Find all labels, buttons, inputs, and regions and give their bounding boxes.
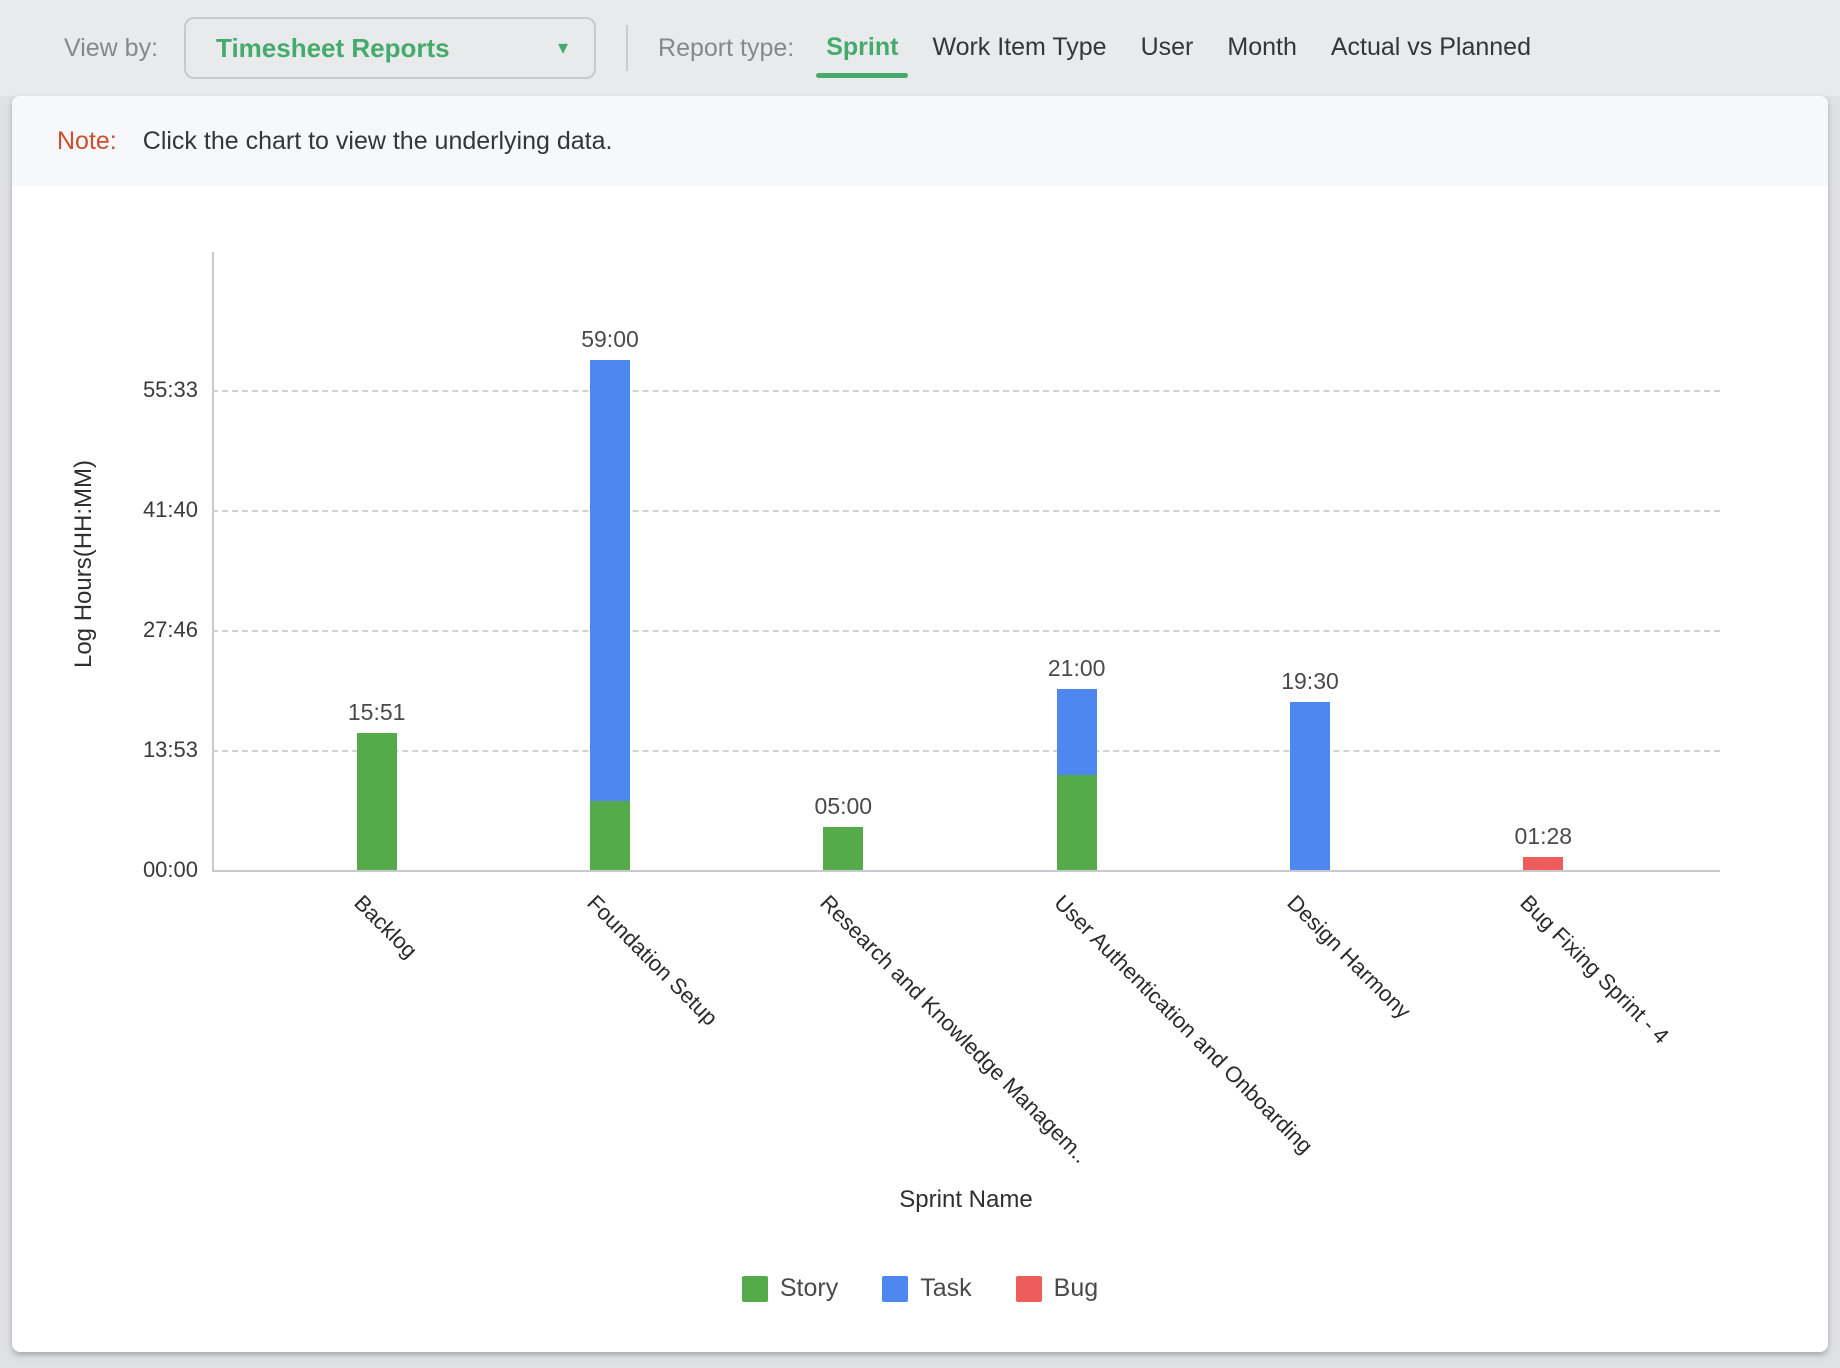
bar-segment-task[interactable] bbox=[1290, 701, 1330, 870]
x-category-label: User Authentication and Onboarding bbox=[1048, 890, 1318, 1159]
y-tick-label: 27:46 bbox=[142, 617, 198, 643]
tab-work-item-type[interactable]: Work Item Type bbox=[932, 32, 1107, 61]
x-category-label: Backlog bbox=[348, 890, 423, 964]
bar-segment-story[interactable] bbox=[590, 800, 630, 870]
view-by-label: View by: bbox=[64, 33, 159, 62]
bar-segment-task[interactable] bbox=[1056, 688, 1097, 775]
legend-item-task[interactable]: Task bbox=[882, 1274, 972, 1303]
gridline bbox=[212, 390, 1720, 392]
x-category-label: Research and Knowledge Managem.. bbox=[815, 890, 1094, 1168]
x-category-label: Foundation Setup bbox=[582, 890, 723, 1031]
legend-label: Bug bbox=[1053, 1274, 1099, 1302]
legend-label: Task bbox=[920, 1274, 972, 1302]
legend-swatch-icon bbox=[1015, 1275, 1042, 1302]
bar-total-label: 15:51 bbox=[347, 699, 406, 726]
bar-total-label: 05:00 bbox=[814, 792, 873, 819]
view-by-dropdown[interactable]: Timesheet Reports ▾ bbox=[184, 17, 597, 79]
bar-total-label: 01:28 bbox=[1514, 823, 1573, 850]
bar-segment-story[interactable] bbox=[1056, 774, 1097, 870]
note-text: Click the chart to view the underlying d… bbox=[142, 126, 613, 155]
tab-sprint[interactable]: Sprint bbox=[816, 13, 909, 84]
report-type-tabs: Sprint Work Item Type User Month Actual … bbox=[816, 13, 1541, 84]
y-tick-label: 41:40 bbox=[142, 496, 198, 522]
toolbar: View by: Timesheet Reports ▾ Report type… bbox=[0, 0, 1840, 96]
bar-total-label: 21:00 bbox=[1047, 654, 1106, 681]
x-category-label: Bug Fixing Sprint - 4 bbox=[1515, 890, 1675, 1049]
x-axis-title: Sprint Name bbox=[899, 1186, 1033, 1213]
chart-legend: Story Task Bug bbox=[12, 1274, 1828, 1303]
y-tick-label: 00:00 bbox=[142, 857, 198, 882]
gridline bbox=[212, 630, 1720, 633]
bar-total-label: 19:30 bbox=[1281, 667, 1339, 694]
report-type-label: Report type: bbox=[658, 33, 795, 62]
bar-segment-story[interactable] bbox=[823, 826, 864, 870]
tab-month[interactable]: Month bbox=[1227, 32, 1297, 61]
report-card: Note: Click the chart to view the underl… bbox=[12, 96, 1828, 1352]
view-by-dropdown-value: Timesheet Reports bbox=[216, 32, 450, 63]
legend-swatch-icon bbox=[882, 1275, 909, 1302]
legend-item-story[interactable]: Story bbox=[741, 1274, 839, 1303]
bar-segment-story[interactable] bbox=[356, 733, 397, 870]
legend-swatch-icon bbox=[741, 1275, 768, 1302]
legend-label: Story bbox=[779, 1274, 839, 1302]
timesheet-bar-chart[interactable]: Log Hours(HH:MM) Sprint Name Story Task Bu… bbox=[12, 186, 1828, 1352]
toolbar-divider bbox=[626, 25, 629, 71]
tab-actual-vs-planned[interactable]: Actual vs Planned bbox=[1330, 32, 1531, 61]
y-tick-label: 55:33 bbox=[142, 377, 198, 402]
gridline bbox=[212, 750, 1720, 753]
bar-segment-task[interactable] bbox=[590, 360, 630, 801]
gridline bbox=[212, 509, 1720, 512]
x-category-label: Design Harmony bbox=[1282, 890, 1416, 1024]
y-axis-line bbox=[212, 252, 214, 870]
legend-item-bug[interactable]: Bug bbox=[1015, 1274, 1099, 1303]
y-tick-label: 13:53 bbox=[142, 737, 198, 763]
note-prefix: Note: bbox=[57, 126, 117, 155]
bar-total-label: 59:00 bbox=[581, 326, 639, 353]
x-axis-line bbox=[212, 870, 1720, 872]
bar-segment-bug[interactable] bbox=[1523, 857, 1564, 870]
note-bar: Note: Click the chart to view the underl… bbox=[12, 96, 1828, 186]
tab-user[interactable]: User bbox=[1140, 32, 1194, 61]
chevron-down-icon: ▾ bbox=[557, 37, 569, 59]
